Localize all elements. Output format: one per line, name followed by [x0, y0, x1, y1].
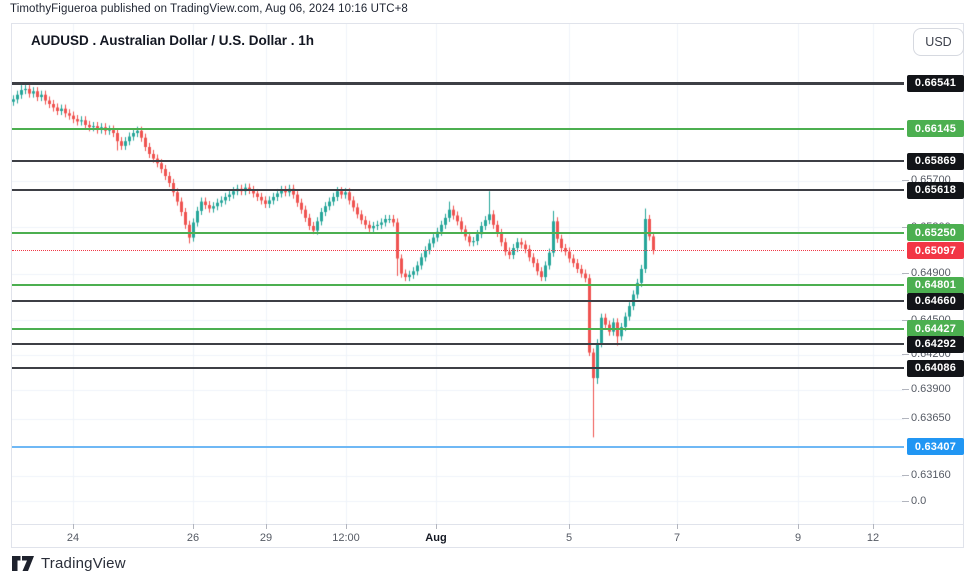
- price-axis-tick: [902, 319, 909, 321]
- time-axis-label: 12:00: [332, 532, 360, 544]
- last-price-line: [12, 250, 904, 252]
- time-axis-label: Aug: [425, 532, 447, 544]
- level-price-label: 0.64292: [907, 335, 964, 353]
- level-price-label: 0.64427: [907, 320, 964, 338]
- grid-price-label: 0.63900: [911, 383, 951, 396]
- level-price-label: 0.64660: [907, 292, 964, 310]
- price-axis-tick: [902, 273, 909, 275]
- brand-text: TradingView: [41, 555, 126, 572]
- time-axis-label: 12: [866, 532, 880, 544]
- price-axis-tick: [902, 389, 909, 391]
- time-axis-tick: [873, 524, 874, 529]
- time-axis-tick: [266, 524, 267, 529]
- time-axis-tick: [569, 524, 570, 529]
- level-line-0.64086: [12, 367, 904, 370]
- grid-price-label: 0.0: [911, 494, 927, 507]
- chart-frame: AUDUSD . Australian Dollar / U.S. Dollar…: [11, 23, 964, 548]
- time-axis-label: 9: [794, 532, 802, 544]
- grid-price-label: 0.63160: [911, 469, 951, 482]
- level-price-label: 0.65869: [907, 152, 964, 170]
- level-line-0.64427: [12, 327, 904, 330]
- attribution-text: TimothyFigueroa published on TradingView…: [10, 3, 408, 15]
- level-price-label: 0.63407: [907, 438, 964, 456]
- level-price-label: 0.65618: [907, 181, 964, 199]
- chart-title: AUDUSD . Australian Dollar / U.S. Dollar…: [31, 33, 315, 48]
- grid-price-label: 0.63650: [911, 412, 951, 425]
- last-price-label: 0.65097: [907, 242, 964, 260]
- time-axis-label: 29: [259, 532, 273, 544]
- level-line-0.63407: [12, 445, 904, 448]
- time-axis-label: 26: [186, 532, 200, 544]
- time-axis-label: 24: [66, 532, 80, 544]
- level-price-label: 0.66145: [907, 120, 964, 138]
- price-axis-tick: [902, 500, 909, 502]
- time-axis-separator: [12, 524, 963, 525]
- level-price-label: 0.64801: [907, 276, 964, 294]
- level-line-0.64292: [12, 343, 904, 346]
- time-axis-label: 5: [565, 532, 573, 544]
- level-line-0.66541: [12, 81, 904, 85]
- time-axis-tick: [346, 524, 347, 529]
- level-price-label: 0.64086: [907, 359, 964, 377]
- time-axis-tick: [677, 524, 678, 529]
- candlestick-canvas: [12, 24, 904, 524]
- time-axis-tick: [193, 524, 194, 529]
- grid-price-label: 0.64900: [911, 267, 951, 280]
- time-axis-tick: [798, 524, 799, 529]
- price-axis-tick: [902, 475, 909, 477]
- time-axis-tick: [73, 524, 74, 529]
- level-line-0.66145: [12, 127, 904, 130]
- level-line-0.64660: [12, 300, 904, 303]
- price-axis-tick: [902, 354, 909, 356]
- price-axis-tick: [902, 226, 909, 228]
- level-line-0.64801: [12, 284, 904, 287]
- time-axis-label: 7: [673, 532, 681, 544]
- level-price-label: 0.66541: [907, 74, 964, 92]
- price-axis-tick: [902, 180, 909, 182]
- level-line-0.65250: [12, 231, 904, 234]
- price-axis-tick: [902, 418, 909, 420]
- currency-button[interactable]: USD: [913, 28, 964, 56]
- time-axis-tick: [436, 524, 437, 529]
- tradingview-logo-icon: [12, 556, 34, 571]
- level-price-label: 0.65250: [907, 224, 964, 242]
- level-line-0.65618: [12, 189, 904, 192]
- level-line-0.65869: [12, 160, 904, 163]
- tradingview-logo[interactable]: TradingView: [12, 555, 126, 572]
